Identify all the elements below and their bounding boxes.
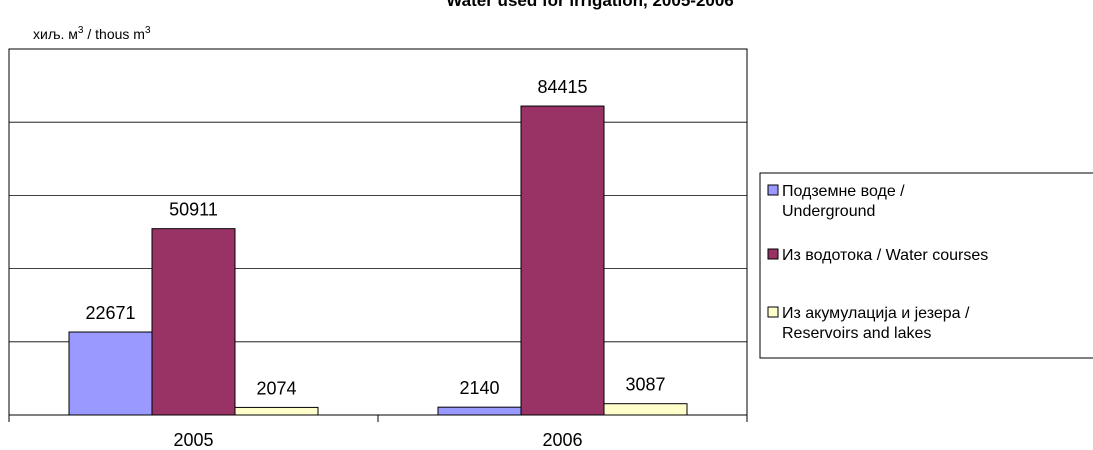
legend: Подземне воде / Underground Из водотока / … xyxy=(759,172,1093,359)
data-label-2-1: 3087 xyxy=(625,375,665,395)
data-label-0-0: 22671 xyxy=(85,303,135,323)
bar-0-0 xyxy=(68,331,153,416)
x-tick-label-0: 2005 xyxy=(173,430,213,450)
y-unit-prefix: хиљ. м xyxy=(33,26,78,42)
x-axis: 2005 2006 xyxy=(8,415,748,450)
legend-swatch-0 xyxy=(767,184,779,196)
data-label-0-1: 2140 xyxy=(459,378,499,398)
legend-label-2-line2: Reservoirs and lakes xyxy=(782,325,931,342)
data-labels: 22671 2140 50911 84415 2074 3087 xyxy=(85,77,665,398)
x-tick-label-1: 2006 xyxy=(542,430,582,450)
data-label-1-1: 84415 xyxy=(537,77,587,97)
legend-swatch-2 xyxy=(767,306,779,318)
legend-label-0-line2: Underground xyxy=(782,203,875,220)
chart-title: Water used for irrigation, 2005-2006 xyxy=(446,0,734,10)
y-unit-sup-2: 3 xyxy=(145,25,151,36)
y-unit-sup-1: 3 xyxy=(78,25,84,36)
data-label-2-0: 2074 xyxy=(256,378,296,398)
bar-2-1 xyxy=(603,403,688,416)
legend-swatch-1 xyxy=(767,248,779,260)
data-label-1-0: 50911 xyxy=(169,200,218,220)
legend-label-2: Из акумулација и језера / xyxy=(782,305,970,322)
legend-label-1: Из водотока / Water courses xyxy=(782,247,988,264)
bars xyxy=(68,105,688,416)
bar-2-0 xyxy=(234,406,319,416)
y-unit-middle: / thous m xyxy=(83,26,144,42)
legend-label-0: Подземне воде / xyxy=(782,183,905,200)
bar-0-1 xyxy=(437,406,522,416)
y-axis-unit-label: хиљ. м3 / thous m3 xyxy=(33,25,151,42)
bar-1-1 xyxy=(520,105,605,416)
legend-box xyxy=(759,172,1093,359)
bar-1-0 xyxy=(151,228,236,416)
